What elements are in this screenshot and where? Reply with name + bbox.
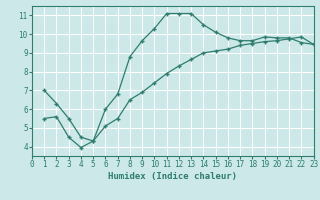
X-axis label: Humidex (Indice chaleur): Humidex (Indice chaleur)	[108, 172, 237, 181]
